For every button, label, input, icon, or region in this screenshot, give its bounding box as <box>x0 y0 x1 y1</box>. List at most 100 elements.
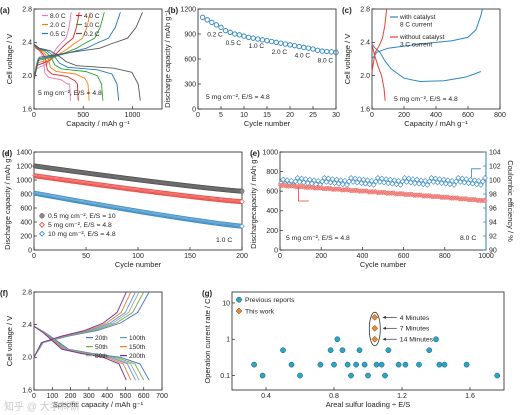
efficiency-point <box>393 181 400 188</box>
previous-report-point <box>441 361 448 368</box>
efficiency-point <box>455 175 462 181</box>
x-tick-label: 700 <box>156 393 168 400</box>
x-tick-label: 0 <box>370 112 374 119</box>
y2-axis-label: Coulombic efficiency / % <box>506 160 515 242</box>
data-point <box>209 19 215 25</box>
x-tick-label: 25 <box>309 112 317 119</box>
efficiency-point <box>405 175 412 182</box>
data-point <box>213 22 220 28</box>
panel-g: 0.4 0.8 1.2 1.6 0.1 1 10 Areal sulfur loading ÷… <box>202 289 505 409</box>
y-tick-label: 1.6 <box>22 106 32 113</box>
efficiency-point <box>333 176 340 183</box>
y-axis-label: Cell voltage / V <box>5 316 14 366</box>
x-tick-label: 1000 <box>478 253 494 260</box>
legend-entry: without catalyst <box>399 34 445 41</box>
data-point <box>232 31 238 37</box>
callout-label: 14 Minutes <box>400 337 434 344</box>
legend-entry: 200th <box>129 353 146 360</box>
efficiency-point <box>294 175 301 181</box>
y-tick-label: 600 <box>266 189 278 196</box>
efficiency-point <box>325 175 332 182</box>
efficiency-point <box>475 177 482 184</box>
x-tick-label: 0 <box>196 112 200 119</box>
efficiency-point <box>463 176 470 182</box>
y-tick-label: 200 <box>20 233 32 240</box>
panel-label: (g) <box>202 289 213 298</box>
y-tick-label: 2.0 <box>22 73 32 80</box>
previous-report-point <box>426 347 433 354</box>
y-tick-label: 2.8 <box>22 289 32 296</box>
previous-report-point <box>463 361 470 368</box>
x-tick-label: 800 <box>439 253 451 260</box>
x-tick-label: 600 <box>462 112 474 119</box>
y-tick-label: 2.4 <box>22 322 32 329</box>
y-tick-label: 900 <box>184 31 196 38</box>
y-axis-label: Discharge capacity / mAh g⁻¹ <box>163 10 172 108</box>
y-tick-label: 0 <box>192 106 196 113</box>
y2-tick-label: 100 <box>489 177 501 184</box>
y-tick-label: 400 <box>20 219 32 226</box>
callout-label: 4 Minutes <box>400 315 430 322</box>
efficiency-point <box>280 176 286 183</box>
callout-arrowhead <box>382 326 386 330</box>
efficiency-point <box>407 179 414 186</box>
x-tick-label: 1000 <box>125 112 141 119</box>
legend-entry: Previous reports <box>245 297 295 304</box>
plot-frame-f <box>33 291 163 391</box>
efficiency-point <box>389 180 396 187</box>
efficiency-point <box>342 177 348 184</box>
efficiency-point <box>284 177 291 184</box>
efficiency-point <box>434 179 441 186</box>
efficiency-point <box>453 178 459 185</box>
x-tick-label: 600 <box>138 393 150 400</box>
efficiency-point <box>385 180 391 186</box>
discharge-curve-1.0 C <box>33 43 104 101</box>
y-tick-label: 2.4 <box>360 40 370 47</box>
efficiency-point <box>403 179 410 185</box>
previous-report-point <box>436 361 443 368</box>
previous-report-point <box>297 372 303 379</box>
y2-tick-label: 96 <box>489 205 497 212</box>
y-tick-label: 800 <box>20 191 32 198</box>
y-tick-label: 2.0 <box>360 73 370 80</box>
watermark: 知乎 @ 大学科研 <box>4 402 80 413</box>
y-tick-label: 0.1 <box>220 373 230 380</box>
data-point <box>301 44 307 50</box>
efficiency-point <box>375 175 381 181</box>
panel-label: (f) <box>0 289 8 298</box>
efficiency-point <box>467 176 474 183</box>
x-tick-label: 200 <box>236 253 248 260</box>
discharge-curve-4.0 C <box>33 43 79 101</box>
efficiency-point <box>457 179 464 185</box>
previous-report-point <box>288 361 295 368</box>
previous-report-point <box>373 361 380 368</box>
data-point <box>273 39 279 45</box>
efficiency-point <box>352 175 359 182</box>
efficiency-point <box>482 175 488 181</box>
callout-label: 7 Minutes <box>400 326 430 333</box>
legend-swatch <box>39 230 45 237</box>
y-tick-label: 1200 <box>180 6 196 13</box>
y2-tick-label: 92 <box>489 233 497 240</box>
y-tick-label: 600 <box>20 205 32 212</box>
data-point <box>199 14 206 20</box>
x-tick-label: 100 <box>46 393 58 400</box>
data-point <box>310 46 316 52</box>
legend-entry: This work <box>245 309 275 316</box>
efficiency-point <box>323 179 330 185</box>
efficiency-point <box>302 176 309 182</box>
data-point <box>333 49 339 55</box>
previous-report-point <box>327 347 334 354</box>
legend-entry: 0.5 mg cm⁻², E/S = 10 <box>48 213 116 220</box>
previous-report-point <box>382 372 388 379</box>
legend-entry: 150th <box>129 344 146 351</box>
panel-label: (d) <box>2 149 13 158</box>
efficiency-point <box>440 176 447 183</box>
efficiency-point <box>292 178 299 185</box>
efficiency-point <box>321 175 328 181</box>
rate-label: 8.0 C <box>318 57 334 64</box>
x-axis-label: Capacity / mAh g⁻¹ <box>404 119 468 128</box>
x-tick-label: 500 <box>77 112 89 119</box>
discharge-curve-200th <box>33 325 127 381</box>
